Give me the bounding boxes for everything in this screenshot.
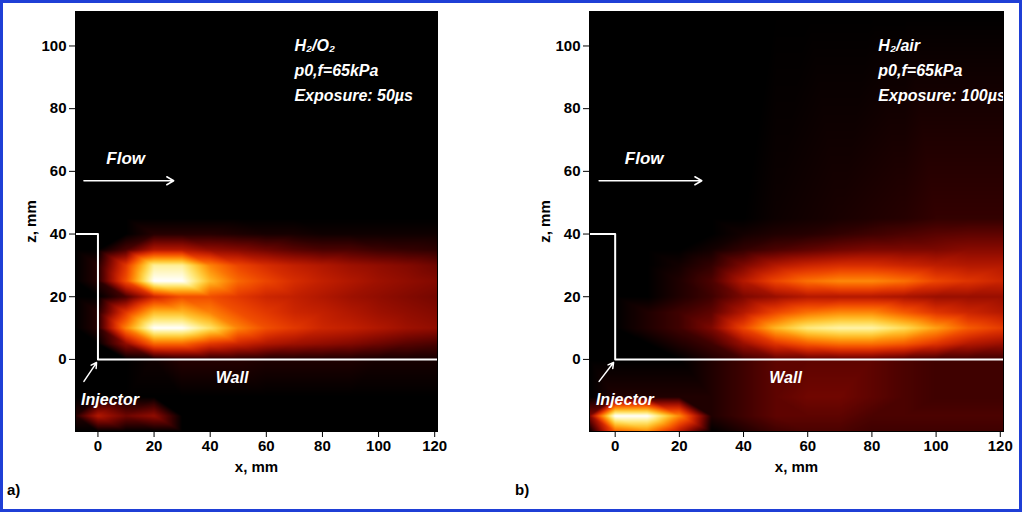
svg-text:40: 40 bbox=[735, 437, 752, 454]
svg-text:100: 100 bbox=[555, 37, 580, 54]
svg-text:Flow: Flow bbox=[625, 149, 665, 168]
svg-text:p0,f=65kPa: p0,f=65kPa bbox=[293, 62, 378, 79]
html-text:a): a) bbox=[7, 481, 21, 498]
svg-text:p0,f=65kPa: p0,f=65kPa bbox=[877, 62, 962, 79]
html-text:b): b) bbox=[515, 481, 530, 498]
svg-text:Wall: Wall bbox=[216, 369, 249, 386]
svg-text:100: 100 bbox=[924, 437, 949, 454]
svg-text:80: 80 bbox=[50, 99, 67, 116]
svg-text:20: 20 bbox=[50, 288, 67, 305]
svg-text:Wall: Wall bbox=[769, 369, 802, 386]
svg-text:Flow: Flow bbox=[106, 149, 146, 168]
svg-text:0: 0 bbox=[611, 437, 619, 454]
svg-text:H₂/O₂: H₂/O₂ bbox=[294, 37, 335, 54]
svg-text:Injector: Injector bbox=[596, 391, 655, 408]
svg-text:Exposure: 100µs: Exposure: 100µs bbox=[878, 87, 1006, 104]
svg-text:20: 20 bbox=[146, 437, 163, 454]
svg-text:x, mm: x, mm bbox=[775, 458, 818, 475]
svg-text:80: 80 bbox=[864, 437, 881, 454]
svg-text:x, mm: x, mm bbox=[235, 458, 278, 475]
svg-text:60: 60 bbox=[258, 437, 275, 454]
svg-text:0: 0 bbox=[572, 350, 580, 367]
svg-text:100: 100 bbox=[366, 437, 391, 454]
svg-text:20: 20 bbox=[671, 437, 688, 454]
svg-text:Injector: Injector bbox=[81, 391, 140, 408]
svg-text:120: 120 bbox=[422, 437, 447, 454]
svg-text:z, mm: z, mm bbox=[536, 200, 553, 243]
svg-text:0: 0 bbox=[94, 437, 102, 454]
svg-text:40: 40 bbox=[564, 225, 581, 242]
svg-text:120: 120 bbox=[988, 437, 1013, 454]
svg-text:40: 40 bbox=[50, 225, 67, 242]
svg-text:Exposure: 50µs: Exposure: 50µs bbox=[294, 87, 413, 104]
svg-text:80: 80 bbox=[314, 437, 331, 454]
svg-text:H₂/air: H₂/air bbox=[878, 37, 920, 54]
svg-text:60: 60 bbox=[799, 437, 816, 454]
svg-text:20: 20 bbox=[564, 288, 581, 305]
svg-text:z, mm: z, mm bbox=[22, 200, 39, 243]
svg-text:60: 60 bbox=[50, 162, 67, 179]
svg-text:0: 0 bbox=[58, 350, 66, 367]
svg-text:40: 40 bbox=[202, 437, 219, 454]
svg-text:60: 60 bbox=[564, 162, 581, 179]
svg-text:80: 80 bbox=[564, 99, 581, 116]
svg-text:100: 100 bbox=[41, 37, 66, 54]
